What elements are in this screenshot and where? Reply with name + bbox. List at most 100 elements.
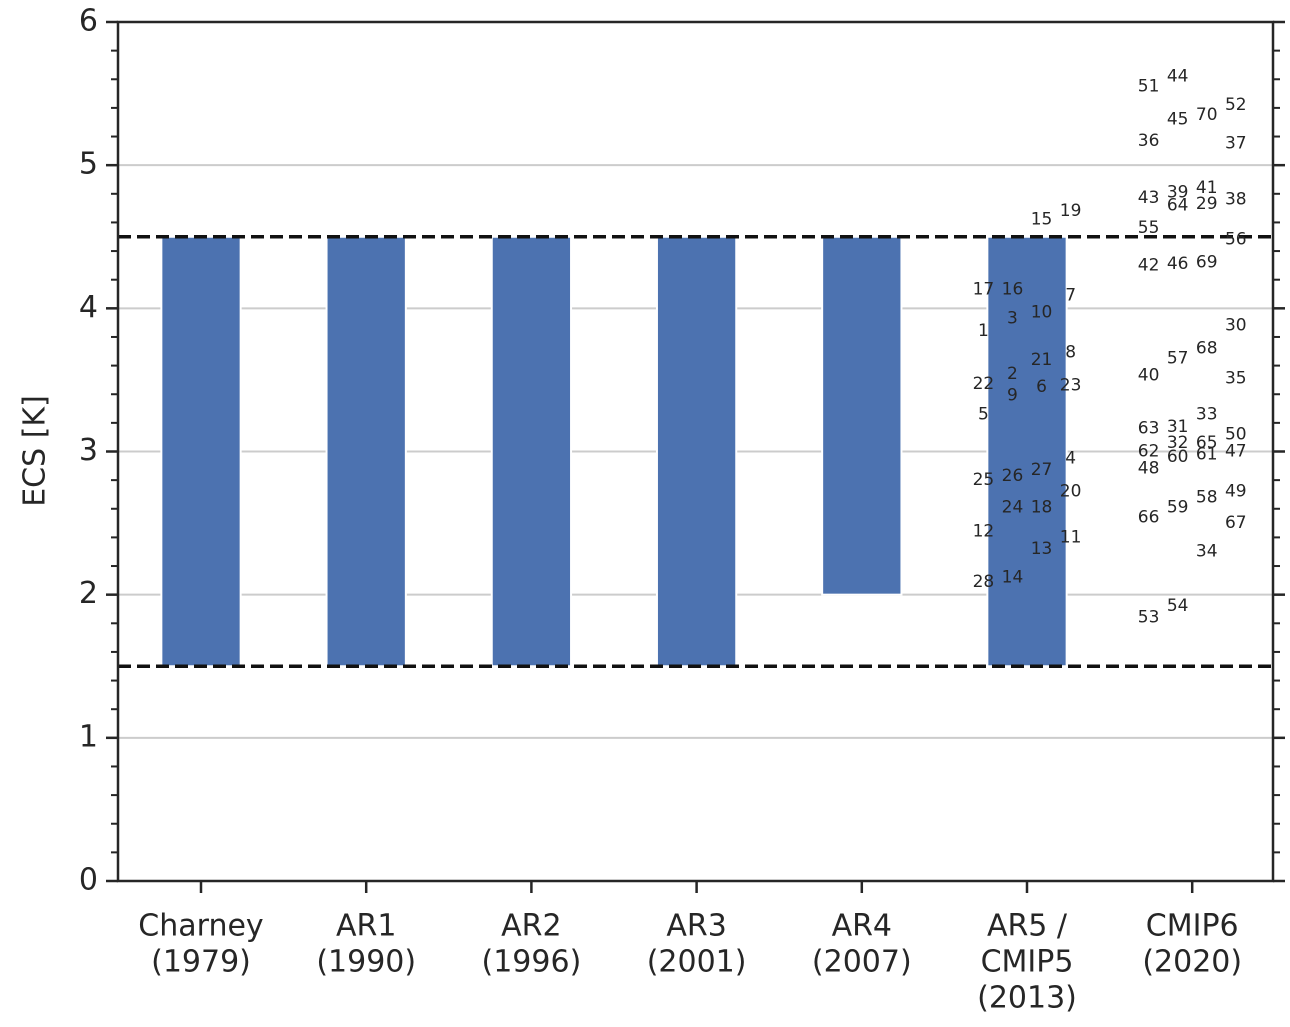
x-tick-label: CMIP5: [981, 945, 1074, 980]
y-axis-label: ECS [K]: [18, 395, 53, 507]
model-label: 8: [1065, 343, 1076, 363]
model-label: 59: [1167, 497, 1189, 517]
x-tick-label: CMIP6: [1146, 909, 1239, 944]
model-label: 28: [973, 572, 995, 592]
model-label: 54: [1167, 596, 1189, 616]
model-label: 32: [1167, 433, 1189, 453]
model-label: 24: [1002, 497, 1024, 517]
x-tick-label: AR2: [501, 909, 561, 944]
x-tick-label: AR4: [832, 909, 892, 944]
bar: [986, 235, 1068, 668]
bar: [160, 235, 242, 668]
model-label: 70: [1196, 105, 1218, 125]
model-label: 4: [1065, 449, 1076, 469]
model-label: 47: [1225, 442, 1247, 462]
x-tick-label: (2007): [812, 945, 912, 980]
x-tick-label: (2020): [1142, 945, 1242, 980]
y-tick-label: 2: [79, 576, 98, 611]
x-tick-label: (1996): [482, 945, 582, 980]
model-label: 68: [1196, 338, 1218, 358]
model-label: 6: [1036, 377, 1047, 397]
model-label: 21: [1031, 350, 1053, 370]
model-label: 50: [1225, 424, 1247, 444]
model-label: 22: [973, 374, 995, 394]
model-label: 26: [1002, 466, 1024, 486]
model-label: 17: [973, 280, 995, 300]
x-tick-label: (2001): [647, 945, 747, 980]
x-tick-label: (1990): [316, 945, 416, 980]
model-label: 55: [1138, 218, 1160, 238]
model-label: 15: [1031, 210, 1053, 230]
model-label: 1: [978, 321, 989, 341]
model-label: 39: [1167, 182, 1189, 202]
model-label: 45: [1167, 109, 1189, 129]
model-label: 64: [1167, 195, 1189, 215]
x-tick-label: Charney: [138, 909, 263, 944]
model-label: 53: [1138, 608, 1160, 628]
model-label: 5: [978, 404, 989, 424]
model-label: 61: [1196, 444, 1218, 464]
model-label: 38: [1225, 190, 1247, 210]
model-label: 13: [1031, 539, 1053, 559]
model-label: 42: [1138, 255, 1160, 275]
model-label: 44: [1167, 66, 1189, 86]
model-label: 18: [1031, 497, 1053, 517]
y-tick-label: 5: [79, 147, 98, 182]
x-tick-label: AR3: [666, 909, 726, 944]
x-tick-label: (1979): [151, 945, 251, 980]
y-tick-label: 0: [79, 863, 98, 898]
model-label: 29: [1196, 194, 1218, 214]
model-label: 33: [1196, 404, 1218, 424]
y-tick-label: 3: [79, 433, 98, 468]
model-label: 14: [1002, 567, 1024, 587]
model-label: 58: [1196, 487, 1218, 507]
plot-frame: [116, 20, 1275, 883]
model-label: 49: [1225, 482, 1247, 502]
x-tick-label: AR1: [336, 909, 396, 944]
model-label: 46: [1167, 254, 1189, 274]
model-label: 9: [1007, 386, 1018, 406]
model-label: 23: [1060, 376, 1082, 396]
x-tick-label: (2013): [977, 981, 1077, 1016]
model-label: 11: [1060, 527, 1082, 547]
model-label: 51: [1138, 76, 1160, 96]
model-label: 60: [1167, 447, 1189, 467]
x-tick-label: AR5 /: [987, 909, 1068, 944]
model-label: 69: [1196, 253, 1218, 273]
model-label: 56: [1225, 230, 1247, 250]
bar: [655, 235, 738, 668]
bar: [490, 235, 573, 668]
model-label: 20: [1060, 482, 1082, 502]
model-label: 35: [1225, 368, 1247, 388]
model-label: 36: [1138, 131, 1160, 151]
model-label: 2: [1007, 364, 1018, 384]
model-label: 67: [1225, 513, 1247, 533]
model-label: 34: [1196, 542, 1218, 562]
bar: [325, 235, 407, 668]
model-label: 25: [973, 470, 995, 490]
model-label: 66: [1138, 507, 1160, 527]
model-label: 65: [1196, 433, 1218, 453]
y-tick-label: 1: [79, 719, 98, 754]
model-label: 30: [1225, 316, 1247, 336]
model-label: 3: [1007, 308, 1018, 328]
model-label: 10: [1031, 303, 1053, 323]
model-label: 12: [973, 522, 995, 542]
bar: [821, 235, 903, 596]
model-label: 52: [1225, 95, 1247, 115]
model-label: 48: [1138, 459, 1160, 479]
model-label: 19: [1060, 201, 1082, 221]
model-label: 7: [1065, 285, 1076, 305]
model-label: 43: [1138, 188, 1160, 208]
model-label: 37: [1225, 134, 1247, 154]
model-label: 62: [1138, 442, 1160, 462]
model-label: 57: [1167, 348, 1189, 368]
model-label: 63: [1138, 419, 1160, 439]
model-label: 16: [1002, 280, 1024, 300]
y-tick-label: 6: [79, 4, 98, 39]
model-label: 31: [1167, 417, 1189, 437]
model-label: 41: [1196, 178, 1218, 198]
model-label: 27: [1031, 460, 1053, 480]
model-label: 40: [1138, 366, 1160, 386]
